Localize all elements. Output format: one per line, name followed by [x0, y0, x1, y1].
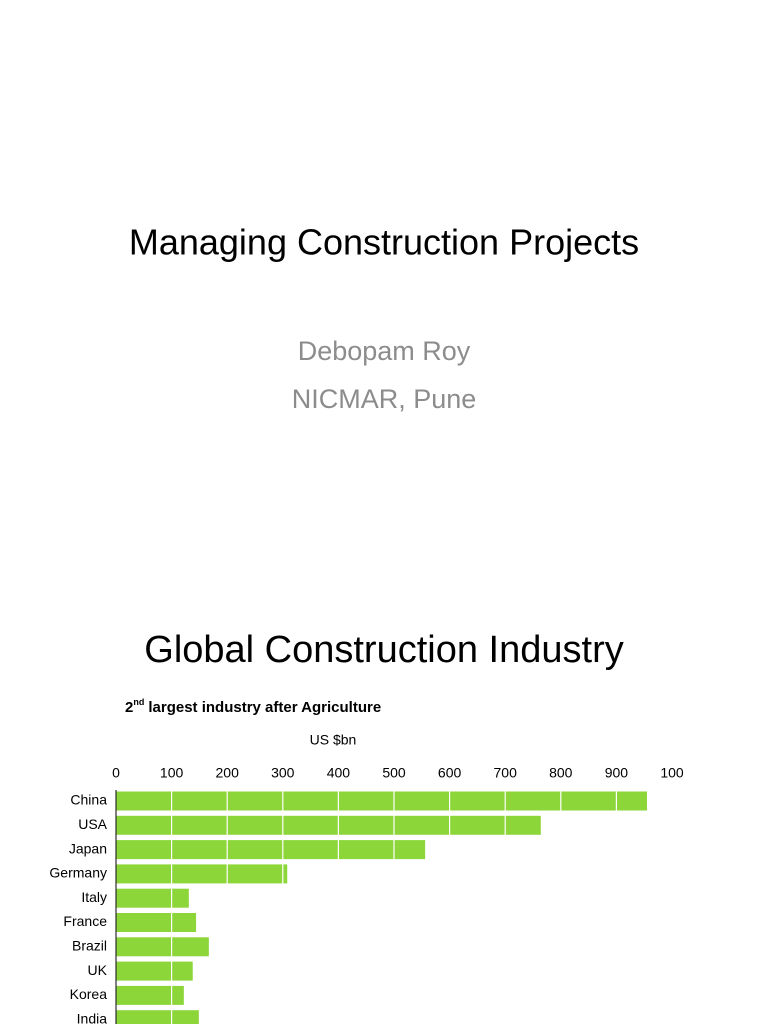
bar	[116, 937, 209, 957]
y-tick-label: Japan	[69, 840, 107, 856]
y-tick-label: China	[70, 792, 107, 808]
bar	[116, 888, 189, 908]
y-tick-label: Korea	[70, 986, 108, 1002]
x-tick-label: 700	[494, 765, 518, 781]
x-tick-label: 200	[216, 765, 240, 781]
bar	[116, 1010, 199, 1024]
x-tick-label: 0	[112, 765, 120, 781]
bar	[116, 961, 193, 981]
x-tick-label: 500	[382, 765, 406, 781]
y-tick-label: France	[63, 913, 107, 929]
x-tick-label: 100	[660, 765, 684, 781]
x-tick-label: 900	[605, 765, 629, 781]
bar	[116, 913, 197, 932]
x-tick-label: 600	[438, 765, 462, 781]
bar	[116, 840, 426, 860]
y-tick-label: UK	[88, 962, 108, 978]
y-tick-label: Brazil	[72, 938, 107, 954]
bar	[116, 815, 541, 835]
bar	[116, 864, 288, 884]
chart-note: 2nd largest industry after Agriculture	[125, 697, 381, 716]
note-text: largest industry after Agriculture	[148, 699, 381, 716]
x-tick-label: 300	[271, 765, 295, 781]
x-tick-label: 400	[327, 765, 351, 781]
bar	[116, 791, 647, 811]
y-tick-label: India	[77, 1010, 108, 1024]
bar	[116, 985, 184, 1005]
subtitle: NICMAR, Pune	[292, 384, 477, 414]
subtitle: Debopam Roy	[298, 336, 471, 366]
note-number: 2	[125, 699, 133, 716]
x-tick-label: 800	[549, 765, 573, 781]
y-tick-label: USA	[78, 816, 107, 832]
note-suffix: nd	[133, 697, 144, 707]
x-tick-label: 100	[160, 765, 184, 781]
slide-title: Managing Construction Projects	[129, 222, 639, 263]
axis-label: US $bn	[310, 732, 357, 748]
y-tick-label: Germany	[49, 865, 107, 881]
y-tick-label: Italy	[81, 889, 107, 905]
slide-title: Global Construction Industry	[144, 629, 623, 671]
